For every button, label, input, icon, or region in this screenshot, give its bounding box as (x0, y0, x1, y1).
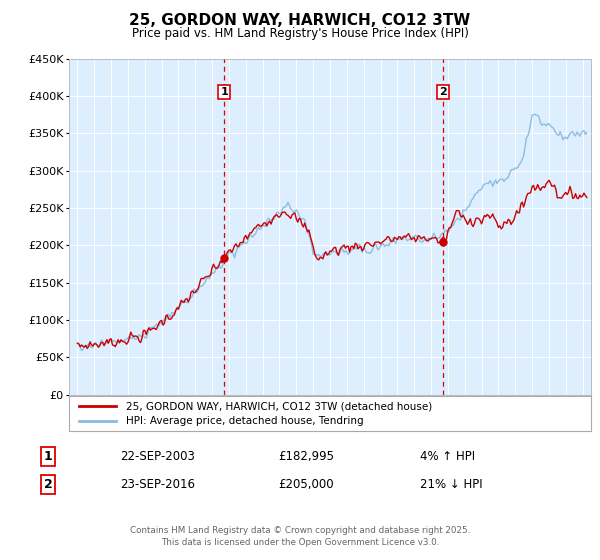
Text: 2: 2 (439, 87, 447, 97)
Text: 1: 1 (44, 450, 52, 463)
Text: HPI: Average price, detached house, Tendring: HPI: Average price, detached house, Tend… (127, 417, 364, 427)
Text: 21% ↓ HPI: 21% ↓ HPI (420, 478, 482, 491)
Text: 2: 2 (44, 478, 52, 491)
Text: 22-SEP-2003: 22-SEP-2003 (120, 450, 195, 463)
Text: 23-SEP-2016: 23-SEP-2016 (120, 478, 195, 491)
Text: Price paid vs. HM Land Registry's House Price Index (HPI): Price paid vs. HM Land Registry's House … (131, 27, 469, 40)
Text: 4% ↑ HPI: 4% ↑ HPI (420, 450, 475, 463)
Text: £205,000: £205,000 (278, 478, 334, 491)
Text: 25, GORDON WAY, HARWICH, CO12 3TW: 25, GORDON WAY, HARWICH, CO12 3TW (130, 13, 470, 28)
Text: Contains HM Land Registry data © Crown copyright and database right 2025.
This d: Contains HM Land Registry data © Crown c… (130, 526, 470, 547)
Text: 1: 1 (220, 87, 228, 97)
Text: 25, GORDON WAY, HARWICH, CO12 3TW (detached house): 25, GORDON WAY, HARWICH, CO12 3TW (detac… (127, 401, 433, 411)
Text: £182,995: £182,995 (278, 450, 334, 463)
